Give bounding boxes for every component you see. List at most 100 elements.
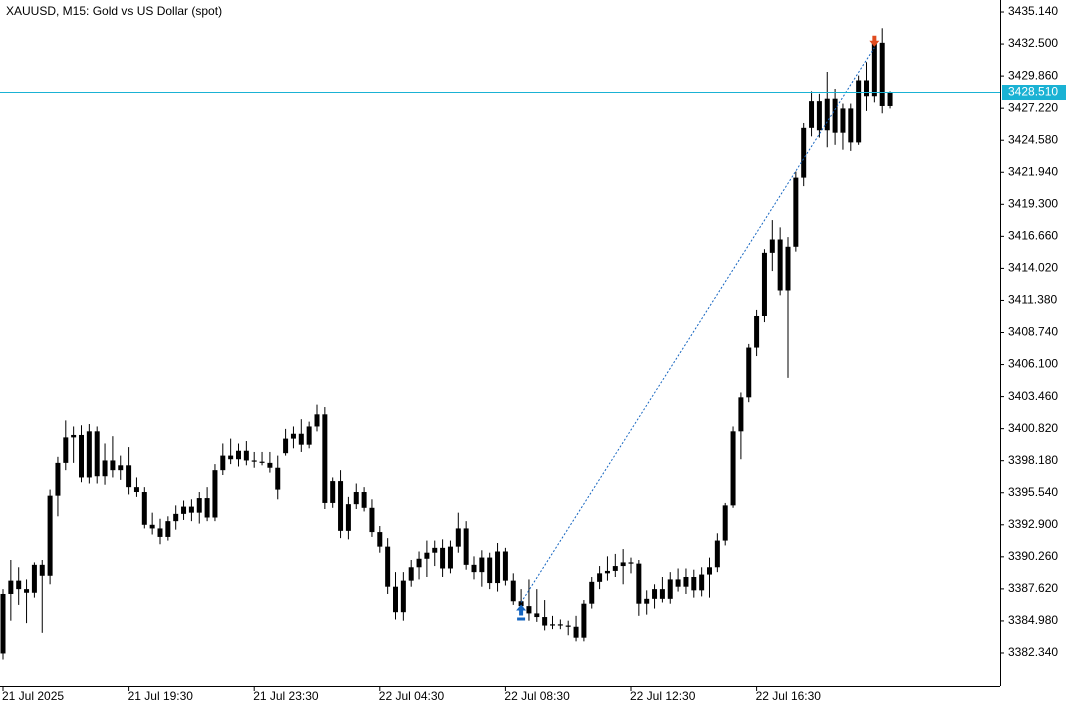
candle-body (424, 552, 430, 559)
candle-body (79, 434, 84, 478)
y-tick-label: 3424.580 (1008, 132, 1058, 146)
candle-body (126, 465, 132, 488)
x-tick-label: 21 Jul 23:30 (253, 689, 319, 703)
candle-body (338, 481, 344, 531)
candle-body (71, 434, 77, 438)
candle-body (188, 506, 194, 513)
candle-body (314, 414, 320, 427)
candle-body (628, 562, 634, 564)
candle-body (283, 438, 289, 454)
candle-body (777, 239, 783, 291)
candle-body (455, 528, 461, 547)
candle-body (236, 450, 241, 460)
candle-body (408, 567, 414, 581)
y-tick-label: 3429.860 (1008, 68, 1058, 82)
candle-body (322, 414, 328, 503)
candle-body (832, 98, 838, 133)
y-tick-label: 3421.940 (1008, 164, 1058, 178)
candle-body (761, 252, 767, 316)
y-tick-label: 3400.820 (1008, 421, 1058, 435)
y-tick-label: 3408.740 (1008, 325, 1058, 339)
candle-body (102, 460, 108, 477)
candle-body (565, 625, 571, 627)
plot-area (0, 28, 893, 660)
sell-arrow (869, 35, 880, 47)
candle-body (118, 465, 124, 471)
candle-body (856, 80, 862, 143)
candle-body (385, 546, 391, 587)
candle-body (110, 460, 116, 471)
candle-body (879, 42, 885, 106)
y-tick-label: 3382.340 (1008, 645, 1058, 659)
candle-body (495, 551, 501, 584)
candle-body (557, 624, 563, 626)
candle-body (707, 567, 712, 575)
x-tick-label: 22 Jul 12:30 (630, 689, 696, 703)
candle-body (534, 613, 540, 618)
candle-body (542, 617, 548, 626)
y-tick-label: 3416.660 (1008, 229, 1058, 243)
candle-body (290, 433, 296, 439)
candle-body (754, 315, 760, 348)
candle-body (636, 563, 642, 604)
y-tick-label: 3387.620 (1008, 581, 1058, 595)
candle-body (809, 101, 815, 128)
candle-body (644, 598, 650, 604)
candle-body (691, 576, 697, 591)
candle-body (204, 498, 210, 518)
y-tick-label: 3398.180 (1008, 453, 1058, 467)
candle-body (589, 581, 595, 604)
candle-body (510, 580, 516, 602)
candle-body (550, 624, 555, 626)
candle-body (275, 467, 281, 490)
x-tick-label: 21 Jul 2025 (2, 689, 64, 703)
candle-body (345, 504, 351, 531)
candle-body (848, 108, 854, 143)
candle-body (298, 433, 304, 445)
candle-body (31, 564, 37, 593)
candle-body (141, 492, 147, 525)
candle-body (612, 566, 618, 571)
candle-body (714, 540, 720, 568)
y-tick-label: 3403.460 (1008, 389, 1058, 403)
candle-body (377, 532, 383, 547)
candle-body (440, 547, 446, 569)
y-tick-label: 3414.020 (1008, 261, 1058, 275)
candle-body (251, 460, 257, 462)
candle-body (573, 626, 579, 638)
candle-body (63, 437, 69, 463)
y-tick-label: 3419.300 (1008, 196, 1058, 210)
y-tick-label: 3411.380 (1008, 293, 1057, 307)
candle-body (196, 498, 202, 513)
candle-body (55, 462, 61, 496)
candle-body (306, 426, 312, 445)
candle-body (94, 431, 100, 477)
candle-body (267, 462, 273, 468)
candle-body (793, 177, 799, 247)
candle-body (738, 397, 744, 432)
y-tick-label: 3395.540 (1008, 485, 1058, 499)
candle-body (400, 580, 406, 613)
candle-body (864, 80, 869, 97)
price-label-box (1002, 85, 1066, 101)
candle-body (887, 92, 893, 106)
candle-body (699, 574, 705, 591)
trade-line (520, 47, 875, 603)
candle-body (212, 470, 218, 518)
buy-arrow (516, 604, 527, 621)
price-label: 3428.510 (1008, 85, 1058, 99)
candle-body (361, 492, 367, 508)
candle-body (416, 558, 422, 568)
candle-body (0, 593, 6, 654)
candle-body (620, 562, 626, 567)
candle-body (667, 579, 673, 599)
candle-body (816, 101, 822, 131)
candle-body (801, 127, 807, 178)
candle-body (746, 347, 752, 398)
x-tick-label: 21 Jul 19:30 (128, 689, 194, 703)
candle-body (149, 524, 155, 529)
candle-body (722, 505, 728, 541)
candle-body (133, 487, 139, 493)
